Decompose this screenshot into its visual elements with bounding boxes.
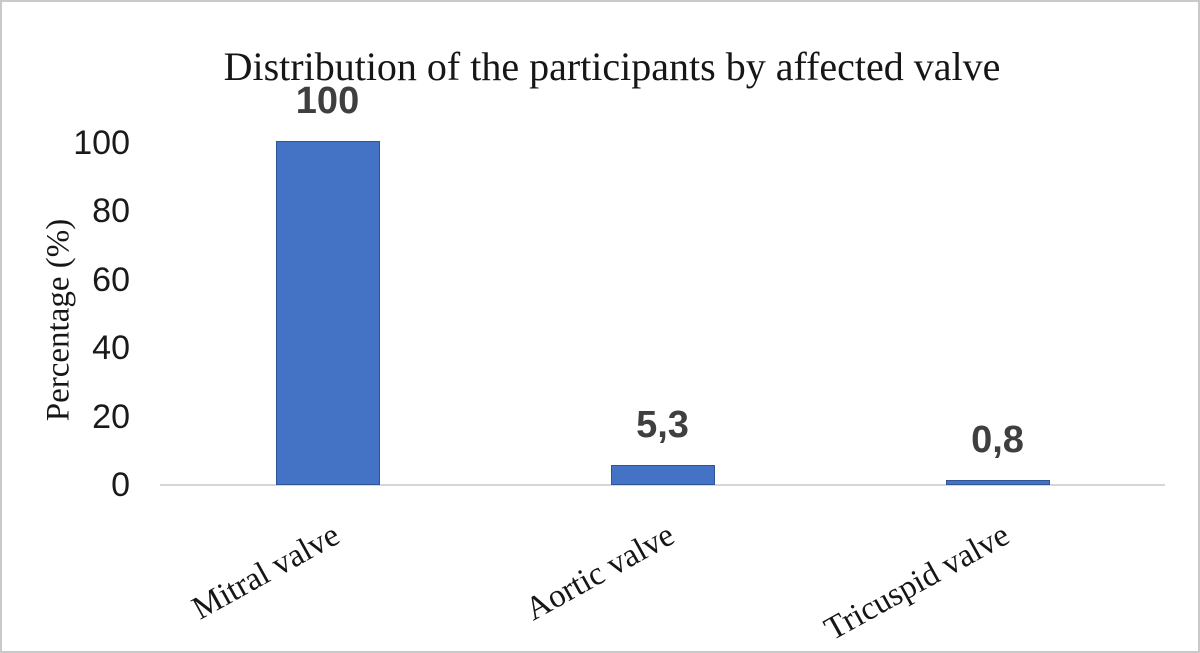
data-label-mitral-valve: 100 [295, 80, 360, 122]
x-axis-label-mitral-valve: Mitral valve [186, 517, 346, 628]
y-tick-label-100: 100 [73, 124, 130, 162]
y-tick-label-80: 80 [92, 192, 130, 231]
y-tick-label-60: 60 [92, 260, 130, 299]
bar-tricuspid-valve[interactable] [945, 480, 1050, 485]
y-tick-label-40: 40 [92, 329, 130, 368]
x-axis-line [160, 484, 1165, 486]
bar-mitral-valve[interactable] [275, 141, 380, 485]
data-label-aortic-valve: 5,3 [636, 404, 689, 446]
chart-title: Distribution of the participants by affe… [223, 44, 1001, 89]
y-tick-label-20: 20 [92, 397, 130, 436]
y-tick-label-0: 0 [111, 466, 130, 504]
x-axis-label-aortic-valve: Aortic valve [520, 517, 681, 629]
data-label-tricuspid-valve: 0,8 [971, 419, 1024, 461]
bar-aortic-valve[interactable] [610, 465, 715, 485]
x-axis-label-tricuspid-valve: Tricuspid valve [819, 517, 1016, 648]
